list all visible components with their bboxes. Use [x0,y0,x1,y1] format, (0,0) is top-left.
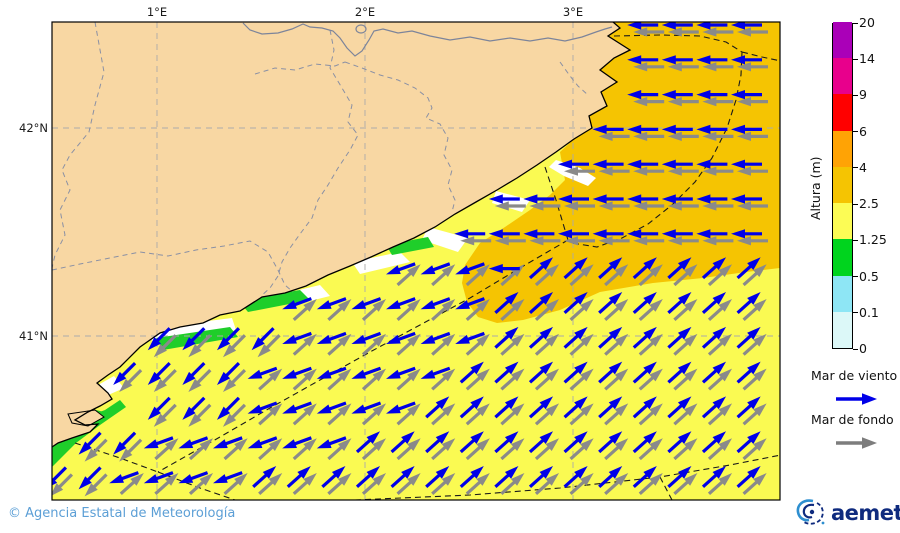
aemet-wordmark: aemet [831,501,900,525]
swell-arrow-icon [836,437,877,449]
x-tick-label: 3°E [563,5,583,19]
wind-sea-legend-label: Mar de viento [811,368,898,383]
copyright-attribution: © Agencia Estatal de Meteorología [8,506,236,521]
wind-sea-arrow-icon [836,393,877,405]
coastline [52,22,632,448]
province-borders [52,22,589,297]
aemet-logo: aemet [793,496,900,530]
swell-legend-label: Mar de fondo [811,412,894,427]
x-tick-label: 2°E [355,5,375,19]
enclave-outline [355,24,367,34]
y-tick-label: 41°N [19,329,48,343]
longitude-tick-labels: 1°E 2°E 3°E [147,5,583,19]
aemet-swirl-icon [796,499,825,525]
y-tick-label: 42°N [19,121,48,135]
x-tick-label: 1°E [147,5,167,19]
latitude-tick-labels: 42°N 41°N [19,121,48,343]
map-frame [51,21,781,501]
country-border [242,22,613,57]
